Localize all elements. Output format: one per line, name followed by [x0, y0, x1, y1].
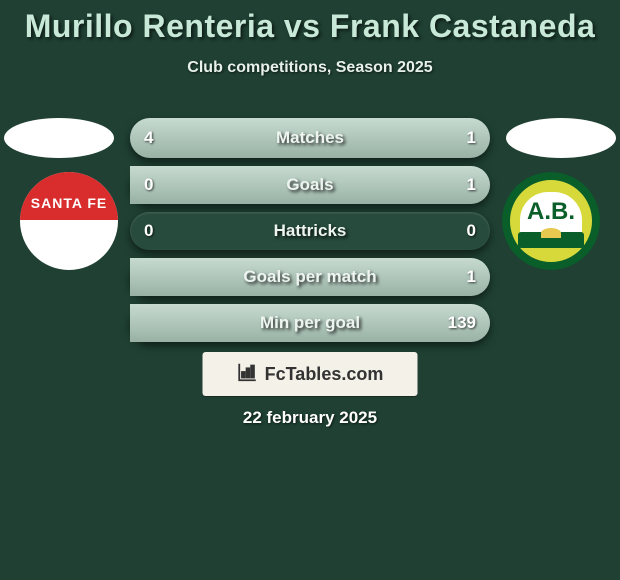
crest-right-circle: A.B.	[502, 172, 600, 270]
crest-right: A.B.	[502, 172, 600, 270]
bar-metric: Matches	[130, 128, 490, 148]
brand-box: FcTables.com	[203, 352, 418, 396]
bar-metric: Min per goal	[130, 313, 490, 333]
bar-metric: Goals per match	[130, 267, 490, 287]
bar-row: Min per goal 139	[130, 304, 490, 342]
chart-icon	[237, 361, 259, 388]
bar-value-right: 1	[467, 175, 476, 195]
bar-row: 0 Hattricks 0	[130, 212, 490, 250]
date-label: 22 february 2025	[0, 408, 620, 428]
crest-left: SANTA FE	[20, 172, 118, 270]
bar-row: 0 Goals 1	[130, 166, 490, 204]
bar-value-right: 1	[467, 267, 476, 287]
player-left-head	[4, 118, 114, 158]
page-title: Murillo Renteria vs Frank Castaneda	[0, 0, 620, 45]
bar-value-right: 0	[467, 221, 476, 241]
comparison-bars: 4 Matches 1 0 Goals 1 0 Hattricks 0 Goal…	[130, 118, 490, 350]
bar-metric: Hattricks	[130, 221, 490, 241]
brand-label: FcTables.com	[265, 364, 384, 385]
player-right-head	[506, 118, 616, 158]
bar-value-right: 1	[467, 128, 476, 148]
crest-right-band	[518, 232, 584, 248]
page-subtitle: Club competitions, Season 2025	[0, 59, 620, 77]
bar-value-right: 139	[448, 313, 476, 333]
crest-left-label: SANTA FE	[20, 172, 118, 220]
bar-row: 4 Matches 1	[130, 118, 490, 158]
bar-metric: Goals	[130, 175, 490, 195]
bar-row: Goals per match 1	[130, 258, 490, 296]
